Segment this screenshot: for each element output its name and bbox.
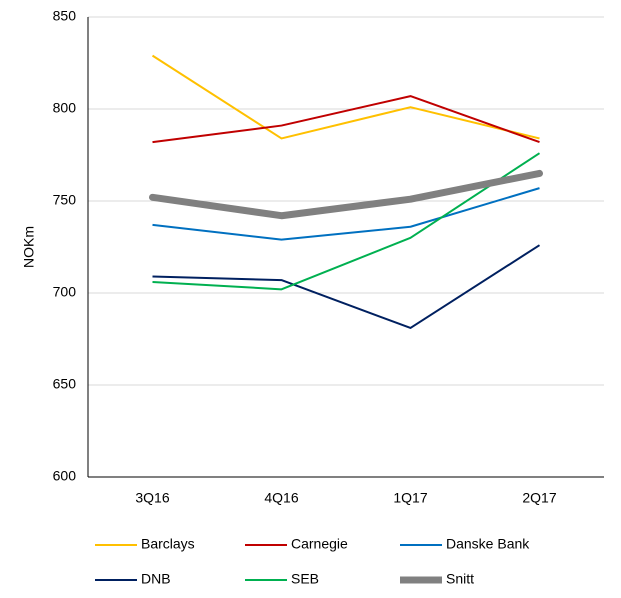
- x-tick-label: 1Q17: [393, 490, 427, 506]
- y-tick-label: 650: [53, 376, 77, 392]
- y-axis-label: NOKm: [21, 226, 37, 268]
- y-tick-label: 700: [53, 284, 77, 300]
- line-series: [151, 54, 540, 140]
- legend-label: SEB: [291, 571, 319, 587]
- line-series: [152, 152, 541, 291]
- y-tick-label: 750: [53, 192, 77, 208]
- legend-label: Danske Bank: [446, 536, 530, 552]
- line-series: [152, 244, 541, 329]
- x-tick-label: 2Q17: [522, 490, 556, 506]
- x-tick-label: 4Q16: [264, 490, 298, 506]
- line-series: [152, 95, 540, 144]
- y-tick-label: 800: [53, 100, 77, 116]
- legend-label: Barclays: [141, 536, 195, 552]
- x-tick-label: 3Q16: [135, 490, 169, 506]
- y-tick-label: 850: [53, 8, 77, 24]
- legend-label: Snitt: [446, 571, 474, 587]
- y-tick-label: 600: [53, 468, 77, 484]
- line-series: [152, 187, 540, 241]
- legend-label: Carnegie: [291, 536, 348, 552]
- legend-label: DNB: [141, 571, 171, 587]
- line-series: [149, 169, 543, 220]
